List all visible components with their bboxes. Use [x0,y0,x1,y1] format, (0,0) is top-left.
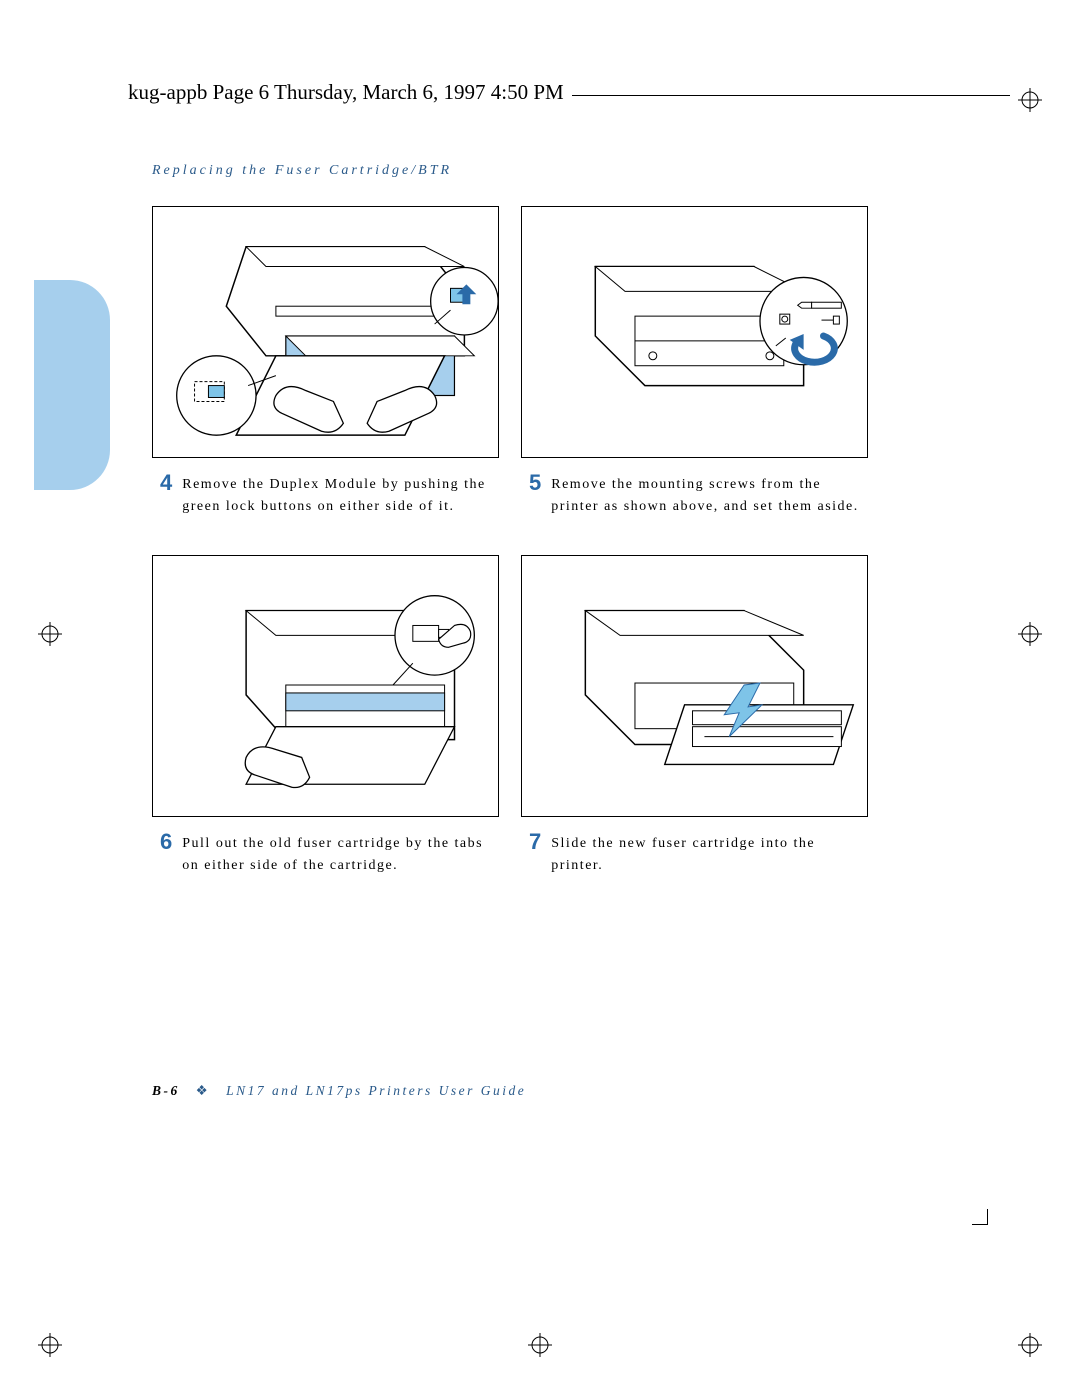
step-text: Pull out the old fuser cartridge by the … [182,831,499,878]
illustration-step-4 [152,206,499,458]
content-grid: 4 Remove the Duplex Module by pushing th… [152,206,868,914]
corner-mark-icon [972,1209,988,1225]
crop-mark-icon [1018,1333,1042,1357]
illustration-step-5 [521,206,868,458]
thumb-tab [34,280,110,490]
crop-mark-icon [1018,88,1042,112]
step-number: 4 [152,472,172,519]
step-text: Slide the new fuser cartridge into the p… [551,831,868,878]
step-number: 6 [152,831,172,878]
crop-mark-icon [38,1333,62,1357]
page-number: B-6 [152,1083,180,1098]
illustration-step-6 [152,555,499,817]
step-text: Remove the Duplex Module by pushing the … [182,472,499,519]
section-title: Replacing the Fuser Cartridge/BTR [152,163,452,179]
step-number: 5 [521,472,541,519]
diamond-icon: ❖ [196,1083,211,1098]
step-text: Remove the mounting screws from the prin… [551,472,868,519]
guide-title: LN17 and LN17ps Printers User Guide [226,1083,526,1098]
crop-mark-icon [528,1333,552,1357]
crop-mark-icon [1018,622,1042,646]
illustration-step-7 [521,555,868,817]
step-number: 7 [521,831,541,878]
crop-mark-icon [38,622,62,646]
page-footer: B-6 ❖ LN17 and LN17ps Printers User Guid… [152,1083,526,1099]
page-header: kug-appb Page 6 Thursday, March 6, 1997 … [128,80,572,105]
